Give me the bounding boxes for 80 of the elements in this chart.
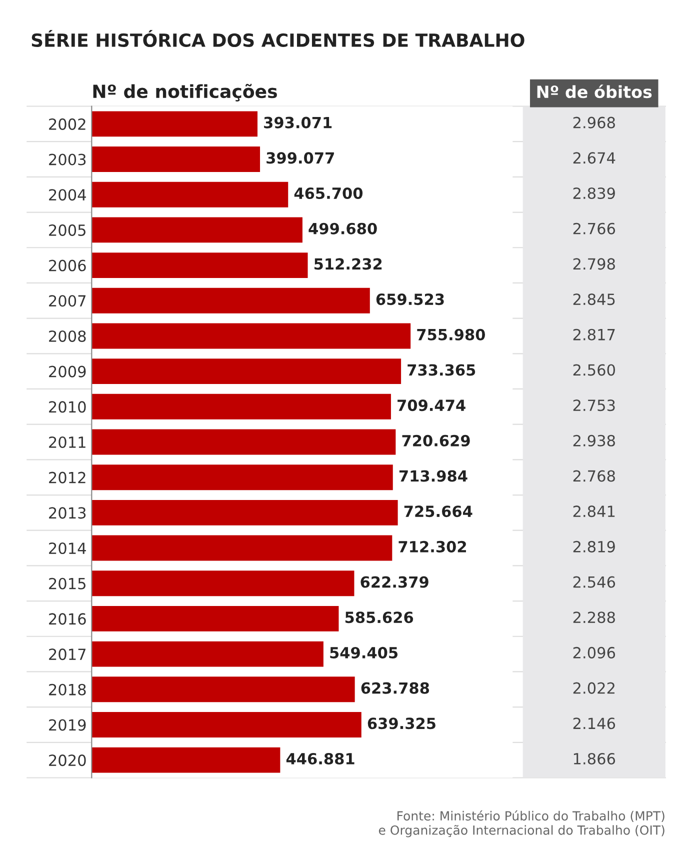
- data-label: 465.700: [294, 187, 363, 200]
- data-label: 623.788: [361, 682, 430, 694]
- chart-title: SÉRIE HISTÓRICA DOS ACIDENTES DE TRABALHO: [32, 30, 524, 48]
- y-tick-label: 2010: [49, 401, 86, 413]
- data-label: 720.629: [402, 434, 470, 446]
- data-label: 2.768: [573, 470, 615, 482]
- data-label: 2.845: [573, 294, 615, 306]
- data-label: 1.866: [574, 752, 616, 765]
- y-tick-label: 2017: [49, 648, 86, 660]
- y-tick-label: 2006: [49, 260, 86, 272]
- text: Nº de óbitos: [537, 84, 652, 98]
- bar: [92, 676, 355, 702]
- data-label: 2.839: [573, 187, 615, 200]
- bar: [92, 535, 392, 561]
- data-label: 2.938: [573, 434, 615, 446]
- data-label: 639.325: [368, 718, 436, 730]
- y-tick-label: 2007: [49, 295, 86, 307]
- y-tick-label: 2002: [49, 118, 86, 130]
- bar: [92, 464, 393, 490]
- data-label: 2.546: [573, 576, 616, 588]
- data-label: 549.405: [330, 646, 398, 658]
- data-label: 733.365: [408, 364, 476, 376]
- y-tick-label: 2009: [49, 366, 86, 378]
- data-label: 2.968: [573, 116, 615, 128]
- data-label: 2.819: [573, 540, 615, 552]
- bar: [92, 288, 370, 314]
- bar: [92, 323, 411, 349]
- bar: [92, 641, 324, 667]
- y-tick-label: 2011: [49, 436, 86, 448]
- data-label: 2.766: [573, 222, 616, 234]
- bar: [92, 252, 308, 278]
- bar: [92, 217, 302, 243]
- y-tick-label: 2005: [49, 224, 86, 236]
- data-label: 2.817: [573, 328, 615, 340]
- data-label: 2.841: [573, 506, 615, 518]
- y-tick-label: 2016: [49, 613, 86, 625]
- data-label: 393.071: [264, 116, 332, 128]
- data-label: 713.984: [399, 470, 468, 482]
- bar: [92, 358, 402, 384]
- source-note: Fonte: Ministério Público do Trabalho (MPT) e Organização Internacional do Trabalho (OIT): [378, 810, 664, 838]
- data-label: 2.146: [573, 718, 616, 730]
- data-label: 712.302: [398, 540, 466, 552]
- chart-subtitle: Nº de notificações: [93, 84, 277, 102]
- bar: [92, 606, 339, 632]
- y-tick-label: 2004: [49, 189, 86, 201]
- y-tick-label: 2012: [49, 472, 86, 484]
- data-label: 399.077: [266, 152, 334, 164]
- bar: [92, 182, 288, 208]
- data-label: 659.523: [376, 294, 444, 306]
- data-label: 2.288: [573, 612, 615, 624]
- data-label: 755.980: [417, 328, 485, 340]
- y-tick-label: 2019: [49, 719, 86, 731]
- data-label: 2.753: [573, 400, 615, 412]
- y-tick-label: 2013: [49, 507, 86, 519]
- data-label: 2.096: [573, 646, 616, 658]
- bar: [92, 747, 280, 773]
- bar: [92, 111, 258, 137]
- bar: [92, 429, 396, 455]
- bar: [92, 712, 362, 738]
- y-tick-label: 2014: [49, 542, 86, 554]
- y-tick-label: 2008: [49, 330, 86, 342]
- y-tick-label: 2015: [49, 578, 86, 590]
- data-label: 725.664: [404, 506, 472, 518]
- data-label: 499.680: [308, 222, 377, 234]
- data-label: 446.881: [286, 752, 354, 765]
- y-tick-label: 2018: [49, 684, 86, 696]
- data-label: 622.379: [360, 576, 428, 588]
- y-tick-label: 2003: [49, 154, 86, 166]
- data-label: 709.474: [398, 400, 466, 412]
- data-label: 2.798: [573, 258, 615, 270]
- data-label: 2.560: [573, 364, 615, 376]
- data-label: 585.626: [345, 612, 414, 624]
- data-label: 512.232: [314, 258, 382, 270]
- y-tick-label: 2020: [49, 754, 86, 766]
- bar: [92, 394, 391, 420]
- data-label: 2.022: [573, 682, 614, 694]
- bar: [92, 500, 398, 526]
- bar: [92, 146, 260, 172]
- data-label: 2.674: [573, 152, 616, 164]
- bar: [92, 570, 354, 596]
